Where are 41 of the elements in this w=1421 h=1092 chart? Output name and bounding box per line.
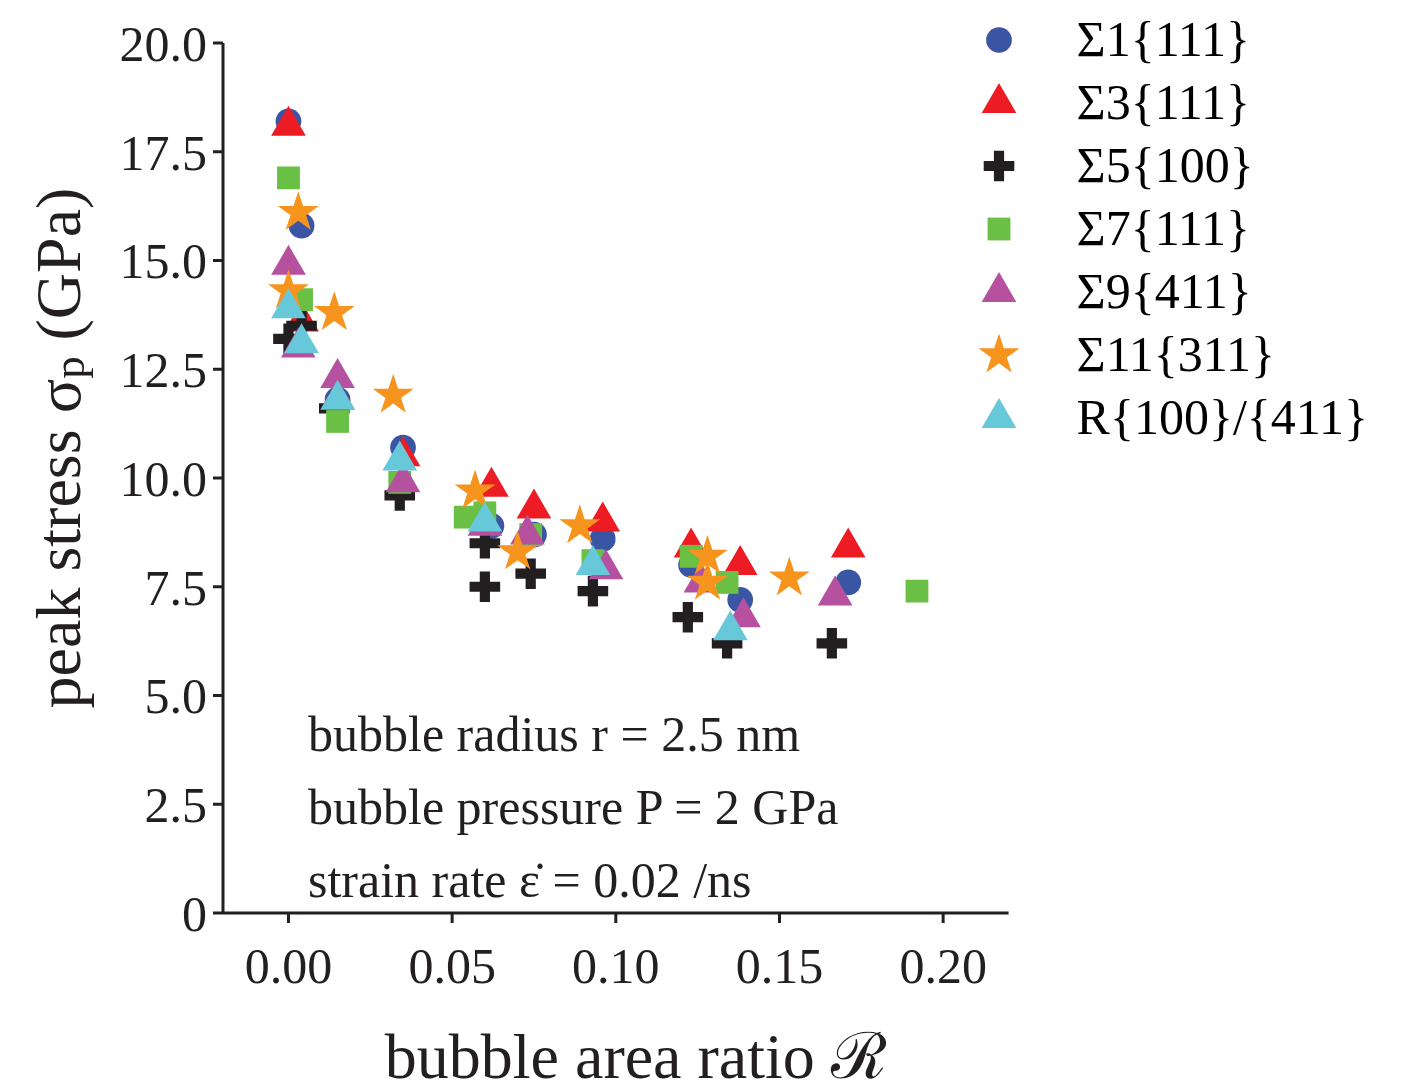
legend-label: Σ1{111} <box>1076 10 1250 69</box>
point <box>686 534 728 574</box>
legend-label: Σ5{100} <box>1076 136 1254 195</box>
y-tick-label: 20.0 <box>119 15 207 72</box>
point <box>313 291 355 331</box>
x-tick-label: 0.20 <box>899 937 987 994</box>
point <box>469 571 501 603</box>
point <box>277 191 319 231</box>
point <box>559 504 601 544</box>
point <box>372 373 414 413</box>
point <box>672 601 704 633</box>
annotation: bubble radius r = 2.5 nm <box>308 705 802 764</box>
y-tick-label: 17.5 <box>119 124 207 181</box>
y-tick-label: 0 <box>182 885 207 942</box>
legend-label: Σ9{411} <box>1076 262 1252 321</box>
y-tick-label: 2.5 <box>144 777 207 833</box>
x-tick-label: 0.00 <box>244 937 333 994</box>
point <box>577 575 609 607</box>
point <box>816 628 848 659</box>
x-tick-label: 0.05 <box>408 937 496 994</box>
y-tick-label: 5.0 <box>144 668 207 725</box>
point <box>768 556 810 596</box>
point <box>277 166 300 190</box>
point <box>454 469 496 509</box>
point <box>497 530 539 570</box>
x-axis-title: bubble area ratio ℛ <box>384 1021 887 1092</box>
legend-label: Σ7{111} <box>1076 199 1250 258</box>
annotation: bubble pressure P = 2 GPa <box>308 778 839 837</box>
point <box>326 410 349 433</box>
legend-label: Σ11{311} <box>1076 325 1275 384</box>
annotation: strain rate ε̇ = 0.02 /ns <box>308 851 753 910</box>
x-tick-label: 0.10 <box>572 937 660 994</box>
x-tick-label: 0.15 <box>735 937 824 994</box>
y-tick-label: 10.0 <box>119 450 207 507</box>
point <box>905 579 929 603</box>
y-tick-label: 7.5 <box>144 559 207 616</box>
legend-label: Σ3{111} <box>1076 73 1250 132</box>
point <box>515 558 546 589</box>
legend-label: R{100}/{411} <box>1076 388 1368 447</box>
y-tick-label: 12.5 <box>119 342 207 398</box>
y-tick-label: 15.0 <box>119 233 207 290</box>
